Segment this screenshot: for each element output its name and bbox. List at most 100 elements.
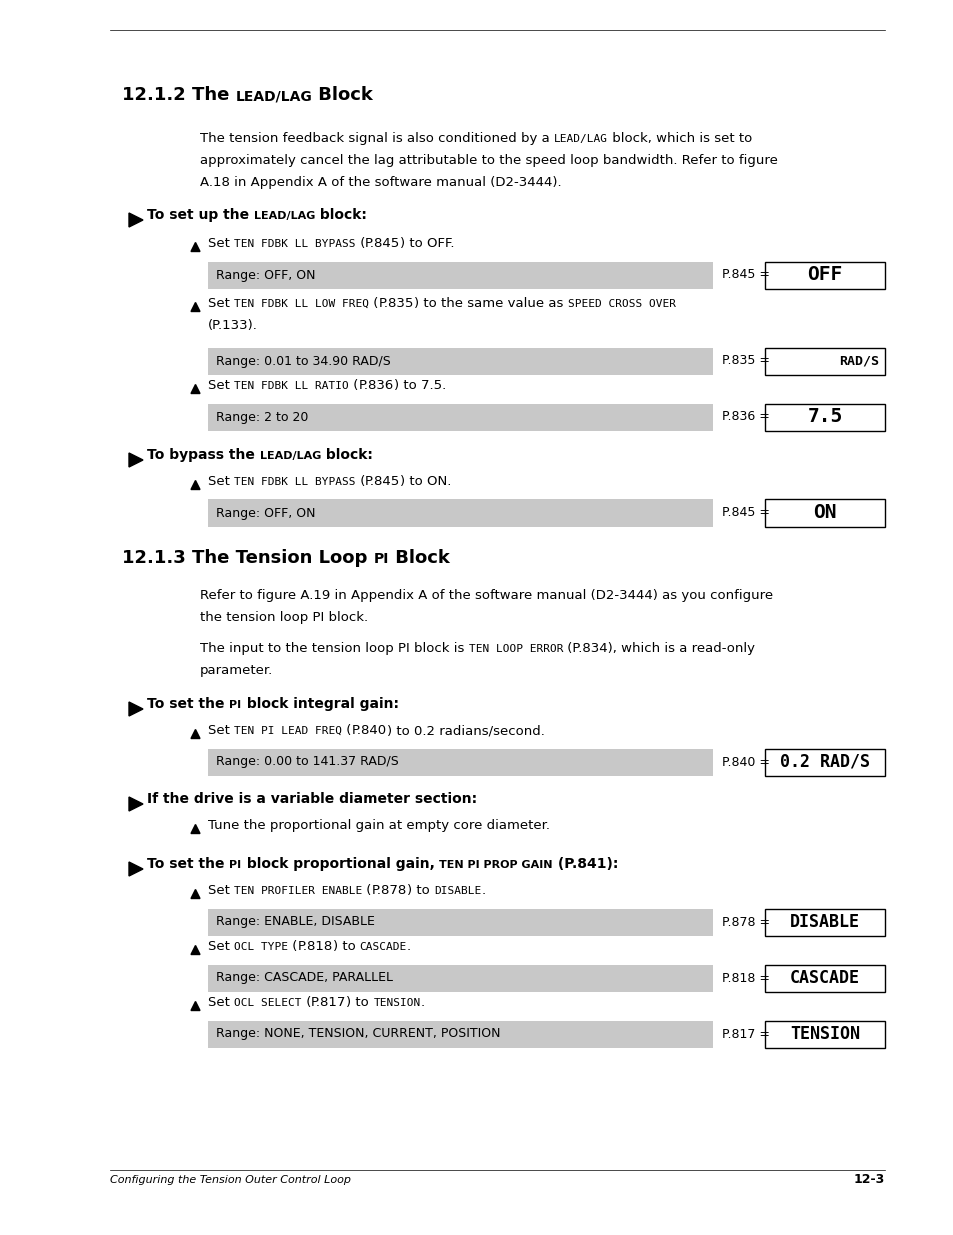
Bar xyxy=(208,262,712,289)
Text: LEAD/LAG: LEAD/LAG xyxy=(235,89,312,103)
Text: ) to ON.: ) to ON. xyxy=(400,475,451,488)
Polygon shape xyxy=(191,303,200,311)
Text: block:: block: xyxy=(315,207,367,222)
Text: P.845: P.845 xyxy=(365,475,400,488)
Text: P.835: P.835 xyxy=(378,296,414,310)
Bar xyxy=(208,404,712,431)
Text: P.840: P.840 xyxy=(351,724,386,737)
Text: P.818 =: P.818 = xyxy=(721,972,769,984)
Text: TEN LOOP ERROR: TEN LOOP ERROR xyxy=(468,643,562,655)
Text: Configuring the Tension Outer Control Loop: Configuring the Tension Outer Control Lo… xyxy=(110,1174,351,1186)
Text: To bypass the: To bypass the xyxy=(147,448,259,462)
Text: ) to 7.5.: ) to 7.5. xyxy=(393,379,445,391)
Text: ) to OFF.: ) to OFF. xyxy=(400,237,455,249)
Text: CASCADE: CASCADE xyxy=(359,942,407,952)
Bar xyxy=(764,262,884,289)
Text: 7.5: 7.5 xyxy=(806,408,841,426)
Text: ) to: ) to xyxy=(333,940,359,953)
Bar xyxy=(208,499,712,526)
Text: P.845 =: P.845 = xyxy=(721,506,769,520)
Text: TEN FDBK LL BYPASS: TEN FDBK LL BYPASS xyxy=(233,240,355,249)
Text: (: ( xyxy=(301,995,311,1009)
Text: The tension feedback signal is also conditioned by a: The tension feedback signal is also cond… xyxy=(200,132,554,144)
Text: block:: block: xyxy=(321,448,373,462)
Text: PI: PI xyxy=(229,860,241,869)
Text: (: ( xyxy=(342,724,351,737)
Text: LEAD/LAG: LEAD/LAG xyxy=(554,135,607,144)
Text: Range: 0.00 to 141.37 RAD/S: Range: 0.00 to 141.37 RAD/S xyxy=(215,756,398,768)
Text: ) to 0.2 radians/second.: ) to 0.2 radians/second. xyxy=(386,724,544,737)
Text: Set: Set xyxy=(208,296,233,310)
Polygon shape xyxy=(191,889,200,899)
Text: OCL SELECT: OCL SELECT xyxy=(233,998,301,1008)
Text: If the drive is a variable diameter section:: If the drive is a variable diameter sect… xyxy=(147,792,476,806)
Text: P.836 =: P.836 = xyxy=(721,410,769,424)
Text: TEN PI PROP GAIN: TEN PI PROP GAIN xyxy=(438,860,552,869)
Text: TEN PROFILER ENABLE: TEN PROFILER ENABLE xyxy=(233,885,362,897)
Text: 12-3: 12-3 xyxy=(853,1173,884,1186)
Bar xyxy=(208,748,712,776)
Text: PI: PI xyxy=(229,700,241,710)
Text: Range: CASCADE, PARALLEL: Range: CASCADE, PARALLEL xyxy=(215,972,393,984)
Text: (: ( xyxy=(349,379,358,391)
Text: Range: 2 to 20: Range: 2 to 20 xyxy=(215,410,308,424)
Polygon shape xyxy=(191,480,200,489)
Polygon shape xyxy=(191,730,200,739)
Text: Set: Set xyxy=(208,379,233,391)
Text: RAD/S: RAD/S xyxy=(838,354,878,368)
Bar xyxy=(764,499,884,526)
Text: DISABLE: DISABLE xyxy=(789,913,859,931)
Polygon shape xyxy=(191,946,200,955)
Text: approximately cancel the lag attributable to the speed loop bandwidth. Refer to : approximately cancel the lag attributabl… xyxy=(200,154,777,167)
Text: Set: Set xyxy=(208,940,233,953)
Text: 12.1.3 The Tension Loop: 12.1.3 The Tension Loop xyxy=(122,550,374,567)
Polygon shape xyxy=(129,453,143,467)
Text: CASCADE: CASCADE xyxy=(789,969,859,987)
Text: Block: Block xyxy=(312,86,373,104)
Text: Range: 0.01 to 34.90 RAD/S: Range: 0.01 to 34.90 RAD/S xyxy=(215,354,391,368)
Bar xyxy=(764,909,884,935)
Text: P.817: P.817 xyxy=(311,995,346,1009)
Text: Set: Set xyxy=(208,884,233,897)
Text: TEN FDBK LL BYPASS: TEN FDBK LL BYPASS xyxy=(233,477,355,487)
Text: block integral gain:: block integral gain: xyxy=(241,697,398,711)
Text: DISABLE: DISABLE xyxy=(434,885,480,897)
Text: ON: ON xyxy=(812,504,836,522)
Text: (: ( xyxy=(362,884,372,897)
Text: (P.841):: (P.841): xyxy=(552,857,618,871)
Text: P.835 =: P.835 = xyxy=(721,354,769,368)
Text: LEAD/LAG: LEAD/LAG xyxy=(253,211,315,221)
Text: Set: Set xyxy=(208,475,233,488)
Bar xyxy=(764,1020,884,1047)
Text: P.817 =: P.817 = xyxy=(721,1028,769,1041)
Text: TENSION: TENSION xyxy=(789,1025,859,1044)
Text: To set the: To set the xyxy=(147,857,229,871)
Text: LEAD/LAG: LEAD/LAG xyxy=(259,451,321,461)
Text: (: ( xyxy=(288,940,297,953)
Text: A.18 in Appendix A of the software manual (D2-3444).: A.18 in Appendix A of the software manua… xyxy=(200,177,561,189)
Text: Tune the proportional gain at empty core diameter.: Tune the proportional gain at empty core… xyxy=(208,819,550,832)
Text: P.818: P.818 xyxy=(297,940,333,953)
Text: (P.834), which is a read-only: (P.834), which is a read-only xyxy=(562,642,755,655)
Text: parameter.: parameter. xyxy=(200,664,273,677)
Bar xyxy=(208,1020,712,1047)
Bar xyxy=(208,347,712,374)
Text: .: . xyxy=(420,995,424,1009)
Text: Refer to figure A.19 in Appendix A of the software manual (D2-3444) as you confi: Refer to figure A.19 in Appendix A of th… xyxy=(200,589,772,601)
Text: 0.2 RAD/S: 0.2 RAD/S xyxy=(780,753,869,771)
Text: P.878 =: P.878 = xyxy=(721,915,769,929)
Text: The input to the tension loop PI block is: The input to the tension loop PI block i… xyxy=(200,642,468,655)
Bar xyxy=(764,404,884,431)
Text: P.836: P.836 xyxy=(358,379,393,391)
Bar xyxy=(764,965,884,992)
Text: Block: Block xyxy=(389,550,450,567)
Text: (P.133).: (P.133). xyxy=(208,319,257,332)
Text: ) to: ) to xyxy=(346,995,373,1009)
Polygon shape xyxy=(129,862,143,876)
Text: TENSION: TENSION xyxy=(373,998,420,1008)
Text: OFF: OFF xyxy=(806,266,841,284)
Text: Set: Set xyxy=(208,724,233,737)
Text: SPEED CROSS OVER: SPEED CROSS OVER xyxy=(567,299,675,309)
Text: To set the: To set the xyxy=(147,697,229,711)
Text: block proportional gain,: block proportional gain, xyxy=(241,857,438,871)
